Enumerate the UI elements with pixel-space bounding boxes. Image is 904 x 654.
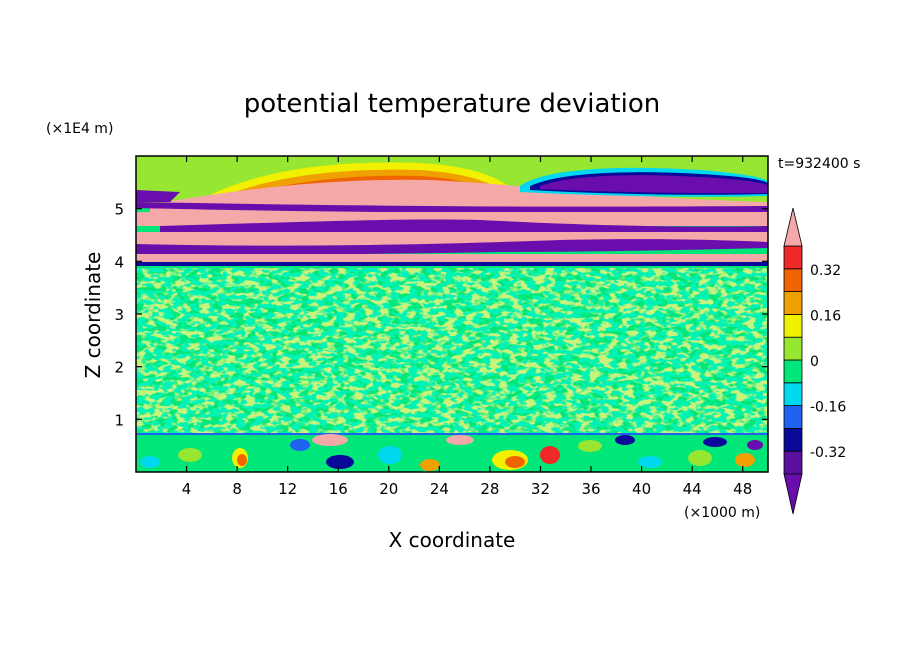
eddy [638, 456, 662, 468]
colorbar-segment [783, 450, 803, 475]
colorbar-tick-label: -0.16 [810, 400, 846, 416]
upper-left-purple [136, 190, 180, 202]
chart-title: potential temperature deviation [244, 89, 660, 119]
band-blue-base [136, 262, 768, 266]
colorbar-segment [783, 427, 803, 452]
colorbar-min-arrow [783, 473, 803, 515]
eddy [378, 446, 402, 464]
contour-field [136, 156, 768, 472]
colorbar-tick-label: 0 [810, 354, 819, 370]
eddy [326, 455, 354, 469]
time-label: t=932400 s [778, 156, 860, 172]
eddy [505, 456, 525, 468]
x-tick-label: 44 [683, 480, 702, 498]
colorbar-segment [783, 245, 803, 270]
colorbar: 0.32 0.16 0 -0.16 -0.32 [783, 207, 846, 515]
colorbar-segment [783, 291, 803, 315]
eddy [290, 439, 310, 451]
eddy [140, 456, 160, 468]
x-tick-label: 32 [531, 480, 550, 498]
x-unit-label: (×1000 m) [684, 505, 760, 521]
eddy [703, 437, 727, 447]
x-axis-title: X coordinate [389, 528, 516, 552]
colorbar-tick-label: 0.32 [810, 263, 841, 279]
y-tick-label: 2 [114, 359, 124, 377]
colorbar-max-arrow [783, 207, 803, 247]
x-tick-label: 4 [182, 480, 192, 498]
x-tick-label: 20 [379, 480, 398, 498]
colorbar-segment [783, 313, 803, 338]
bl-eddies [140, 434, 763, 471]
eddy [237, 454, 247, 466]
colorbar-tick-label: 0.16 [810, 308, 841, 324]
eddy [735, 453, 755, 467]
eddy [312, 434, 348, 446]
x-tick-label: 28 [480, 480, 499, 498]
eddy [615, 435, 635, 445]
colorbar-segment [783, 405, 803, 429]
x-axis-ticks: 4 8 12 16 20 24 28 32 36 40 44 48 [182, 156, 752, 498]
eddy [178, 448, 202, 462]
x-tick-label: 12 [278, 480, 297, 498]
x-tick-label: 48 [733, 480, 752, 498]
colorbar-tick-label: -0.32 [810, 445, 846, 461]
y-axis-title: Z coordinate [81, 252, 105, 379]
y-tick-label: 5 [114, 201, 124, 219]
upper-dome-pink [150, 179, 768, 212]
x-tick-label: 24 [430, 480, 449, 498]
y-unit-label: (×1E4 m) [46, 121, 113, 137]
colorbar-segment [783, 359, 803, 384]
eddy [578, 440, 602, 452]
colorbar-segment [783, 382, 803, 406]
eddy [446, 435, 474, 445]
eddy [747, 440, 763, 450]
eddy [540, 446, 560, 464]
y-tick-label: 1 [114, 411, 124, 429]
x-tick-label: 8 [232, 480, 242, 498]
field-mottle-2 [136, 268, 768, 438]
x-tick-label: 16 [329, 480, 348, 498]
y-axis-ticks: 1 2 3 4 5 [114, 201, 768, 429]
eddy [688, 450, 712, 466]
x-tick-label: 40 [632, 480, 651, 498]
bl-top-line [136, 433, 768, 435]
upper-purple-lens-3 [540, 175, 768, 194]
x-tick-label: 36 [581, 480, 600, 498]
y-tick-label: 3 [114, 306, 124, 324]
colorbar-segment [783, 268, 803, 292]
band-purple-1 [136, 202, 768, 213]
y-tick-label: 4 [114, 253, 124, 271]
band-purple-3 [136, 239, 768, 255]
eddy [420, 459, 440, 471]
band-pink-4 [136, 254, 768, 262]
colorbar-segment [783, 336, 803, 361]
